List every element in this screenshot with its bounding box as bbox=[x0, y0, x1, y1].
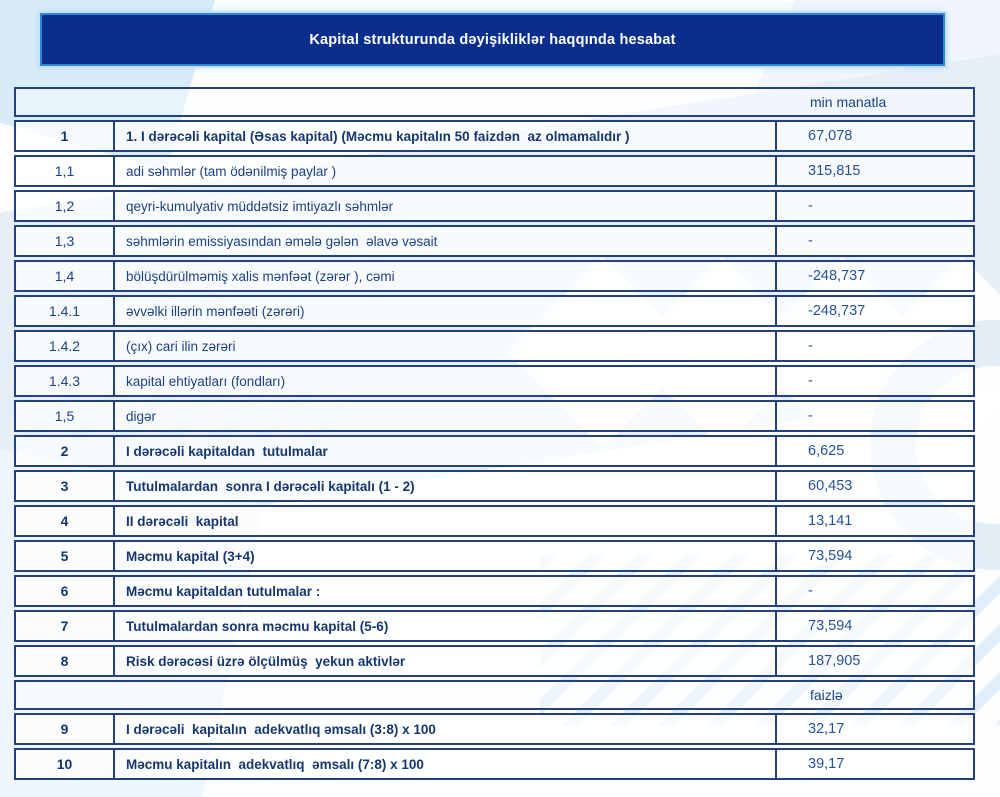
table-row: 4 II dərəcəli kapital 13,141 bbox=[14, 505, 975, 537]
row-value: 67,078 bbox=[777, 120, 975, 152]
table-row: 3 Tutulmalardan sonra I dərəcəli kapitalı… bbox=[14, 470, 975, 502]
row-value: - bbox=[777, 575, 975, 607]
row-number: 1.4.3 bbox=[14, 365, 115, 397]
row-label: kapital ehtiyatları (fondları) bbox=[115, 365, 777, 397]
table-row: 5 Məcmu kapital (3+4) 73,594 bbox=[14, 540, 975, 572]
row-label: əvvəlki illərin mənfəəti (zərəri) bbox=[115, 295, 777, 327]
row-value: - bbox=[777, 330, 975, 362]
row-label: (çıx) cari ilin zərəri bbox=[115, 330, 777, 362]
row-label: Tutulmalardan sonra məcmu kapital (5-6) bbox=[115, 610, 777, 642]
row-value: 73,594 bbox=[777, 610, 975, 642]
row-number: 1.4.2 bbox=[14, 330, 115, 362]
row-label: I dərəcəli kapitalın adekvatlıq əmsalı (… bbox=[115, 713, 777, 745]
row-number: 2 bbox=[14, 435, 115, 467]
row-number: 5 bbox=[14, 540, 115, 572]
row-label: səhmlərin emissiyasından əmələ gələn əla… bbox=[115, 225, 777, 257]
row-number: 9 bbox=[14, 713, 115, 745]
row-number: 1,1 bbox=[14, 155, 115, 187]
table-row: 1.4.3 kapital ehtiyatları (fondları) - bbox=[14, 365, 975, 397]
row-label: Məcmu kapitaldan tutulmalar : bbox=[115, 575, 777, 607]
unit-label: faizlə bbox=[14, 680, 975, 710]
row-label: II dərəcəli kapital bbox=[115, 505, 777, 537]
row-number: 6 bbox=[14, 575, 115, 607]
row-number: 8 bbox=[14, 645, 115, 677]
row-number: 10 bbox=[14, 748, 115, 780]
row-label: I dərəcəli kapitaldan tutulmalar bbox=[115, 435, 777, 467]
row-value: 32,17 bbox=[777, 713, 975, 745]
table-row: 1.4.1 əvvəlki illərin mənfəəti (zərəri) -2… bbox=[14, 295, 975, 327]
table-row: 1.4.2 (çıx) cari ilin zərəri - bbox=[14, 330, 975, 362]
table-row: 1,4 bölüşdürülməmiş xalis mənfəət (zərər … bbox=[14, 260, 975, 292]
row-value: - bbox=[777, 400, 975, 432]
table-row: 8 Risk dərəcəsi üzrə ölçülmüş yekun aktiv… bbox=[14, 645, 975, 677]
row-label: bölüşdürülməmiş xalis mənfəət (zərər ), … bbox=[115, 260, 777, 292]
capital-structure-table: min manatla 1 1. I dərəcəli kapital (Əsas … bbox=[14, 84, 975, 783]
row-label: Tutulmalardan sonra I dərəcəli kapitalı … bbox=[115, 470, 777, 502]
table-row: 1 1. I dərəcəli kapital (Əsas kapital) (M… bbox=[14, 120, 975, 152]
row-value: 73,594 bbox=[777, 540, 975, 572]
row-value: 60,453 bbox=[777, 470, 975, 502]
row-label: Risk dərəcəsi üzrə ölçülmüş yekun aktivl… bbox=[115, 645, 777, 677]
table-row: 7 Tutulmalardan sonra məcmu kapital (5-6)… bbox=[14, 610, 975, 642]
row-value: -248,737 bbox=[777, 295, 975, 327]
table-row: 1,2 qeyri-kumulyativ müddətsiz imtiyazlı … bbox=[14, 190, 975, 222]
row-label: Məcmu kapitalın adekvatlıq əmsalı (7:8) … bbox=[115, 748, 777, 780]
row-number: 1.4.1 bbox=[14, 295, 115, 327]
table-row: 6 Məcmu kapitaldan tutulmalar :- bbox=[14, 575, 975, 607]
row-number: 1,4 bbox=[14, 260, 115, 292]
row-value: 187,905 bbox=[777, 645, 975, 677]
row-label: Məcmu kapital (3+4) bbox=[115, 540, 777, 572]
row-value: -248,737 bbox=[777, 260, 975, 292]
table-row: 1,1 adi səhmlər (tam ödənilmiş paylar ) 31… bbox=[14, 155, 975, 187]
row-number: 7 bbox=[14, 610, 115, 642]
row-value: 315,815 bbox=[777, 155, 975, 187]
unit-label: min manatla bbox=[14, 87, 975, 117]
row-label: qeyri-kumulyativ müddətsiz imtiyazlı səh… bbox=[115, 190, 777, 222]
row-value: - bbox=[777, 190, 975, 222]
unit-header-row: faizlə bbox=[14, 680, 975, 710]
row-value: 13,141 bbox=[777, 505, 975, 537]
row-number: 1,3 bbox=[14, 225, 115, 257]
row-value: 39,17 bbox=[777, 748, 975, 780]
row-label: adi səhmlər (tam ödənilmiş paylar ) bbox=[115, 155, 777, 187]
row-number: 1,2 bbox=[14, 190, 115, 222]
row-value: 6,625 bbox=[777, 435, 975, 467]
report-title-banner: Kapital strukturunda dəyişikliklər haqqı… bbox=[40, 13, 945, 66]
row-number: 1,5 bbox=[14, 400, 115, 432]
row-label: digər bbox=[115, 400, 777, 432]
row-number: 4 bbox=[14, 505, 115, 537]
report-title: Kapital strukturunda dəyişikliklər haqqı… bbox=[309, 31, 676, 48]
row-label: 1. I dərəcəli kapital (Əsas kapital) (Mə… bbox=[115, 120, 777, 152]
table-row: 10 Məcmu kapitalın adekvatlıq əmsalı (7:8… bbox=[14, 748, 975, 780]
row-number: 3 bbox=[14, 470, 115, 502]
row-value: - bbox=[777, 225, 975, 257]
table-row: 1,3 səhmlərin emissiyasından əmələ gələn … bbox=[14, 225, 975, 257]
table-row: 1,5 digər - bbox=[14, 400, 975, 432]
row-value: - bbox=[777, 365, 975, 397]
row-number: 1 bbox=[14, 120, 115, 152]
unit-header-row: min manatla bbox=[14, 87, 975, 117]
